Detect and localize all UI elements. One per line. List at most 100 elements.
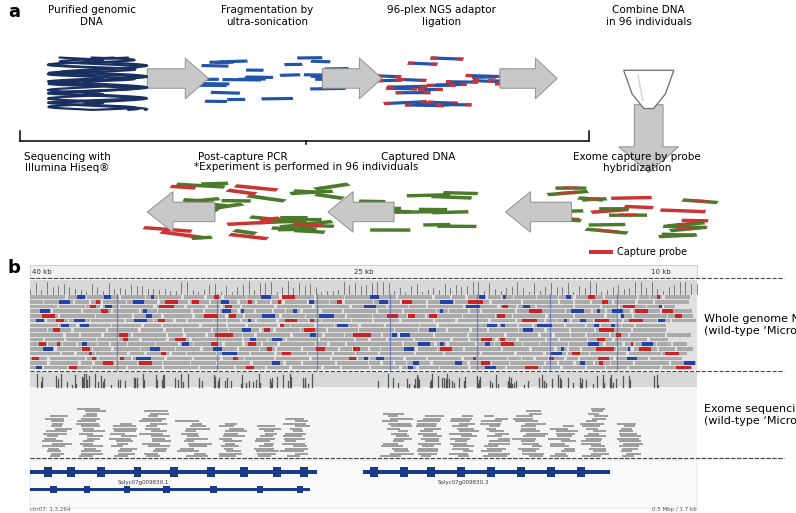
FancyBboxPatch shape — [514, 295, 536, 299]
FancyBboxPatch shape — [111, 342, 127, 346]
FancyBboxPatch shape — [501, 324, 505, 327]
FancyBboxPatch shape — [146, 425, 157, 427]
FancyBboxPatch shape — [658, 233, 697, 239]
FancyBboxPatch shape — [490, 440, 509, 442]
FancyBboxPatch shape — [556, 430, 578, 432]
FancyBboxPatch shape — [619, 433, 637, 435]
FancyBboxPatch shape — [87, 438, 100, 440]
FancyBboxPatch shape — [107, 328, 139, 332]
FancyBboxPatch shape — [30, 338, 43, 341]
FancyBboxPatch shape — [593, 309, 605, 313]
FancyBboxPatch shape — [500, 305, 517, 308]
FancyBboxPatch shape — [557, 319, 570, 322]
FancyBboxPatch shape — [492, 300, 521, 304]
FancyBboxPatch shape — [517, 352, 543, 356]
FancyBboxPatch shape — [357, 357, 369, 360]
FancyBboxPatch shape — [265, 433, 276, 435]
FancyBboxPatch shape — [82, 342, 87, 346]
FancyBboxPatch shape — [498, 438, 510, 440]
FancyBboxPatch shape — [30, 372, 696, 387]
FancyBboxPatch shape — [612, 309, 622, 313]
FancyBboxPatch shape — [481, 420, 502, 422]
FancyBboxPatch shape — [30, 387, 696, 457]
FancyBboxPatch shape — [382, 420, 398, 422]
FancyBboxPatch shape — [629, 352, 661, 356]
FancyBboxPatch shape — [158, 202, 194, 208]
FancyBboxPatch shape — [517, 309, 550, 313]
FancyBboxPatch shape — [510, 361, 544, 365]
FancyBboxPatch shape — [407, 193, 451, 198]
FancyBboxPatch shape — [30, 460, 696, 508]
FancyBboxPatch shape — [243, 333, 254, 337]
FancyBboxPatch shape — [529, 413, 542, 415]
FancyBboxPatch shape — [45, 300, 73, 304]
FancyBboxPatch shape — [163, 486, 170, 493]
FancyBboxPatch shape — [128, 342, 154, 346]
FancyBboxPatch shape — [519, 324, 533, 327]
FancyBboxPatch shape — [395, 361, 406, 365]
FancyBboxPatch shape — [186, 455, 208, 457]
FancyBboxPatch shape — [283, 438, 305, 440]
FancyBboxPatch shape — [380, 342, 402, 346]
FancyBboxPatch shape — [310, 319, 321, 322]
FancyBboxPatch shape — [347, 342, 379, 346]
FancyBboxPatch shape — [247, 295, 279, 299]
FancyBboxPatch shape — [534, 324, 564, 327]
FancyBboxPatch shape — [667, 221, 705, 227]
FancyBboxPatch shape — [370, 338, 385, 341]
FancyBboxPatch shape — [522, 453, 544, 455]
FancyBboxPatch shape — [353, 333, 371, 337]
FancyBboxPatch shape — [515, 420, 538, 422]
FancyBboxPatch shape — [521, 357, 533, 360]
FancyBboxPatch shape — [101, 309, 107, 313]
FancyBboxPatch shape — [676, 366, 691, 369]
FancyBboxPatch shape — [642, 342, 653, 346]
FancyBboxPatch shape — [611, 333, 628, 337]
FancyBboxPatch shape — [82, 428, 95, 430]
FancyBboxPatch shape — [517, 416, 533, 417]
FancyBboxPatch shape — [532, 445, 542, 447]
FancyBboxPatch shape — [146, 352, 170, 356]
FancyBboxPatch shape — [309, 300, 314, 304]
FancyBboxPatch shape — [417, 450, 438, 452]
FancyBboxPatch shape — [435, 103, 471, 106]
Polygon shape — [505, 192, 572, 232]
FancyBboxPatch shape — [254, 448, 274, 449]
FancyBboxPatch shape — [428, 305, 463, 308]
FancyBboxPatch shape — [478, 357, 507, 360]
FancyBboxPatch shape — [116, 361, 137, 365]
FancyBboxPatch shape — [418, 448, 438, 449]
FancyBboxPatch shape — [387, 86, 394, 89]
FancyBboxPatch shape — [66, 338, 96, 341]
FancyBboxPatch shape — [430, 56, 464, 61]
FancyBboxPatch shape — [260, 435, 273, 437]
FancyBboxPatch shape — [224, 448, 233, 449]
FancyBboxPatch shape — [591, 352, 626, 356]
FancyBboxPatch shape — [390, 453, 414, 455]
FancyBboxPatch shape — [311, 357, 330, 360]
FancyBboxPatch shape — [522, 319, 537, 322]
FancyBboxPatch shape — [223, 305, 240, 308]
FancyBboxPatch shape — [650, 357, 682, 360]
FancyBboxPatch shape — [462, 416, 473, 417]
FancyBboxPatch shape — [120, 423, 131, 425]
FancyBboxPatch shape — [114, 430, 136, 432]
FancyBboxPatch shape — [176, 347, 201, 351]
FancyBboxPatch shape — [150, 347, 160, 351]
FancyBboxPatch shape — [275, 309, 285, 313]
FancyBboxPatch shape — [377, 207, 401, 210]
FancyBboxPatch shape — [76, 300, 88, 304]
FancyBboxPatch shape — [681, 219, 708, 223]
FancyBboxPatch shape — [136, 357, 150, 360]
FancyBboxPatch shape — [310, 333, 316, 337]
FancyBboxPatch shape — [446, 80, 452, 84]
FancyBboxPatch shape — [627, 357, 637, 360]
FancyBboxPatch shape — [81, 418, 100, 420]
FancyBboxPatch shape — [320, 338, 354, 341]
FancyBboxPatch shape — [279, 73, 301, 77]
FancyBboxPatch shape — [345, 333, 380, 337]
FancyBboxPatch shape — [256, 438, 275, 440]
FancyBboxPatch shape — [500, 338, 505, 341]
FancyBboxPatch shape — [582, 425, 600, 427]
Polygon shape — [624, 70, 673, 109]
